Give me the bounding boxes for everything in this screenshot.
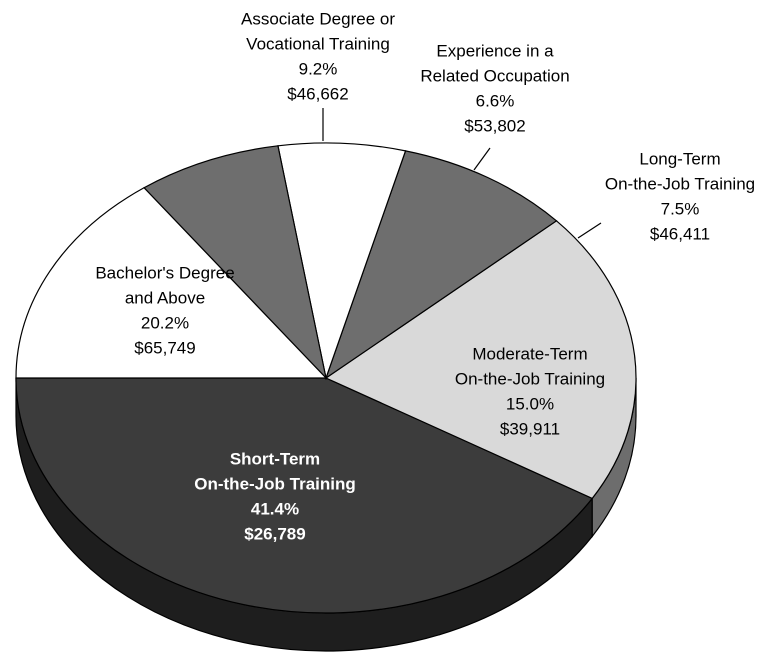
slice-labels: Short-Term On-the-Job Training 41.4% $26,78… <box>95 9 755 543</box>
slice-name: Moderate-Term <box>472 344 587 363</box>
wage-label: $65,749 <box>134 338 195 357</box>
leader-lines <box>322 108 602 239</box>
slice-name: On-the-Job Training <box>605 174 755 193</box>
leader-line <box>473 147 491 171</box>
slice-name: Experience in a <box>436 41 554 60</box>
wage-label: $26,789 <box>244 524 305 543</box>
value-label: 9.2% <box>299 59 338 78</box>
slice-name: Bachelor's Degree <box>95 263 234 282</box>
slice-name: On-the-Job Training <box>194 474 356 493</box>
value-label: 20.2% <box>141 313 189 332</box>
value-label: 15.0% <box>506 394 554 413</box>
leader-line <box>577 222 602 239</box>
slice <box>324 150 558 380</box>
slice-name: Associate Degree or <box>241 9 395 28</box>
value-label: 7.5% <box>661 199 700 218</box>
slice <box>15 377 594 614</box>
wage-label: $46,662 <box>287 84 348 103</box>
slice <box>324 220 637 500</box>
slice <box>15 187 328 379</box>
slice-name: Short-Term <box>230 449 320 468</box>
slice-name: Vocational Training <box>246 34 390 53</box>
slice-name: and Above <box>125 288 205 307</box>
slice-name: Related Occupation <box>420 66 569 85</box>
wage-label: $39,911 <box>500 419 560 438</box>
slice-name: Long-Term <box>639 149 720 168</box>
value-label: 41.4% <box>251 499 299 518</box>
slice-name: On-the-Job Training <box>455 369 605 388</box>
wage-label: $46,411 <box>650 224 710 243</box>
wage-label: $53,802 <box>464 116 525 135</box>
slice <box>143 145 328 380</box>
slice <box>277 142 407 381</box>
value-label: 6.6% <box>476 91 515 110</box>
pie-tops <box>15 142 637 614</box>
